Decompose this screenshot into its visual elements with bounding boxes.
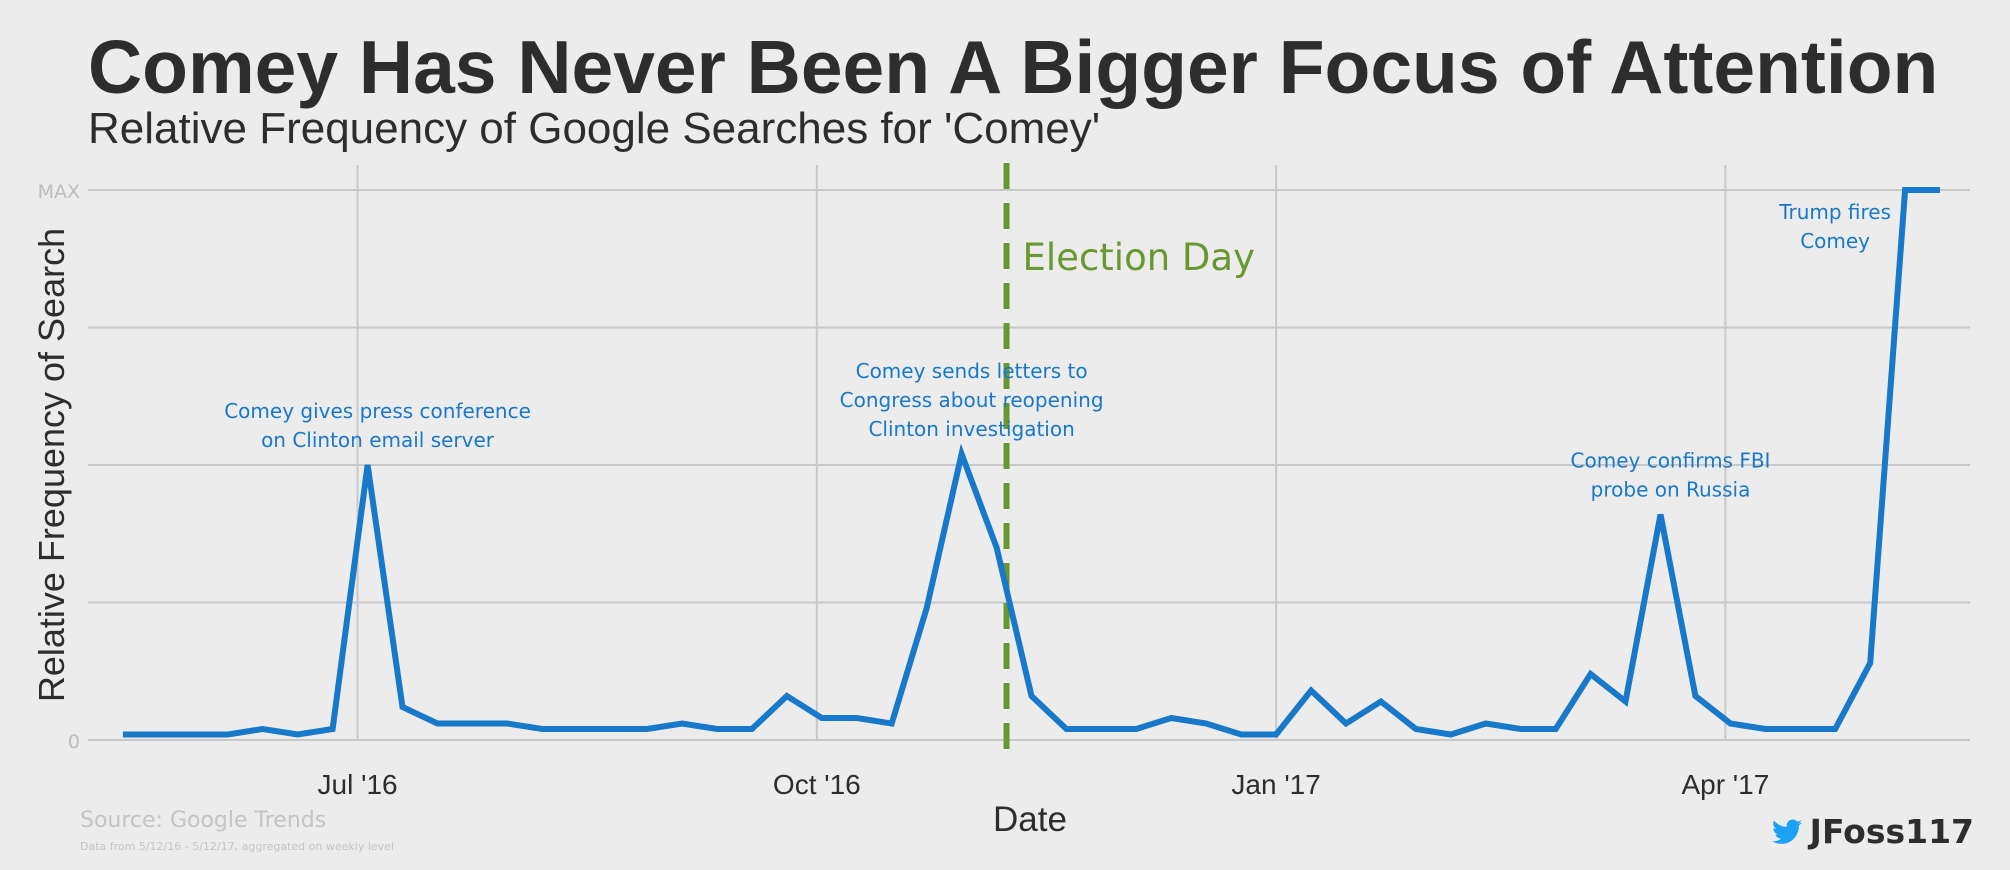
- chart-title: Comey Has Never Been A Bigger Focus of A…: [88, 25, 1939, 109]
- annotation-line: Comey sends letters to: [856, 359, 1088, 383]
- source-label: Source: Google Trends: [80, 808, 327, 833]
- annotations: Comey gives press conference on Clinton e…: [224, 200, 1891, 502]
- annotation-text: Comey sends letters to Congress about reo…: [840, 359, 1104, 441]
- annotation-text: Comey confirms FBI probe on Russia: [1571, 449, 1771, 502]
- x-tick-label: Jul '16: [318, 769, 398, 800]
- x-tick-label: Jan '17: [1231, 769, 1320, 800]
- y-tick-labels: 0 MAX: [38, 181, 80, 753]
- x-tick-label: Oct '16: [773, 769, 861, 800]
- annotation-line: Trump fires: [1778, 200, 1891, 224]
- twitter-bird-icon: [1771, 819, 1802, 844]
- x-tick-labels: Jul '16 Oct '16 Jan '17 Apr '17: [318, 769, 1770, 800]
- annotation-line: Congress about reopening: [840, 388, 1104, 412]
- annotation-line: probe on Russia: [1591, 478, 1751, 502]
- annotation-line: Comey gives press conference: [224, 399, 531, 423]
- annotation-line: Clinton investigation: [868, 417, 1074, 441]
- author-handle: JFoss117: [1809, 812, 1974, 851]
- x-tick-label: Apr '17: [1681, 769, 1769, 800]
- annotation-text: Comey gives press conference on Clinton e…: [224, 399, 531, 452]
- series-line: [122, 187, 1940, 738]
- y-tick-label: MAX: [38, 181, 80, 203]
- annotation-line: Comey: [1800, 229, 1870, 253]
- annotation-line: on Clinton email server: [261, 428, 495, 452]
- author-credit: JFoss117: [1771, 812, 1974, 851]
- annotation-line: Comey confirms FBI: [1571, 449, 1771, 473]
- y-axis-label: Relative Frequency of Search: [31, 228, 72, 702]
- source-note: Data from 5/12/16 - 5/12/17, aggregated …: [80, 840, 394, 853]
- vertical-gridlines: [356, 165, 1727, 740]
- x-axis-label: Date: [993, 800, 1067, 839]
- annotation-text: Trump fires Comey: [1778, 200, 1891, 253]
- chart-subtitle: Relative Frequency of Google Searches fo…: [88, 104, 1101, 153]
- y-tick-label: 0: [68, 731, 80, 753]
- election-day-label: Election Day: [1023, 236, 1255, 279]
- horizontal-gridlines: [88, 189, 1970, 741]
- election-day-marker: Election Day: [1003, 163, 1255, 760]
- series-lines: [122, 187, 1940, 738]
